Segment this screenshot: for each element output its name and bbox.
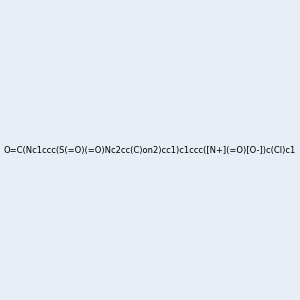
Text: O=C(Nc1ccc(S(=O)(=O)Nc2cc(C)on2)cc1)c1ccc([N+](=O)[O-])c(Cl)c1: O=C(Nc1ccc(S(=O)(=O)Nc2cc(C)on2)cc1)c1cc… xyxy=(4,146,296,154)
